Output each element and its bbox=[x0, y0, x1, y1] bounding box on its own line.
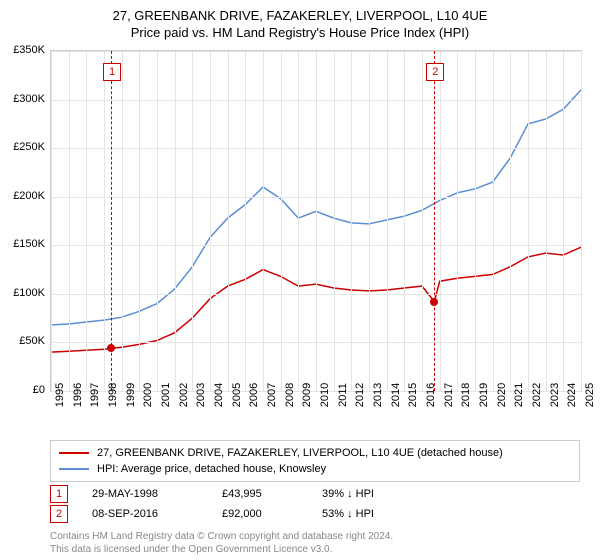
x-axis-tick: 2001 bbox=[160, 383, 172, 407]
x-axis-tick: 1996 bbox=[72, 383, 84, 407]
x-axis-tick: 1997 bbox=[89, 383, 101, 407]
x-axis-tick: 2023 bbox=[549, 383, 561, 407]
x-axis-tick: 2012 bbox=[354, 383, 366, 407]
x-axis-tick: 2018 bbox=[460, 383, 472, 407]
sale-marker-badge: 1 bbox=[103, 63, 121, 81]
x-axis-tick: 2004 bbox=[213, 383, 225, 407]
sale-row: 2 08-SEP-2016£92,00053% ↓ HPI bbox=[50, 504, 580, 524]
sale-point bbox=[107, 344, 115, 352]
sales-table: 1 29-MAY-1998£43,99539% ↓ HPI 2 08-SEP-2016… bbox=[50, 484, 580, 524]
y-axis-tick: £300K bbox=[5, 93, 45, 105]
x-axis-tick: 2010 bbox=[319, 383, 331, 407]
x-axis-tick: 2015 bbox=[407, 383, 419, 407]
sale-pct: 53% ↓ HPI bbox=[322, 508, 442, 520]
sale-row: 1 29-MAY-1998£43,99539% ↓ HPI bbox=[50, 484, 580, 504]
footer-line2: This data is licensed under the Open Gov… bbox=[50, 543, 580, 556]
y-axis-tick: £0 bbox=[5, 384, 45, 396]
x-axis-tick: 2007 bbox=[266, 383, 278, 407]
x-axis-tick: 2022 bbox=[531, 383, 543, 407]
chart-plot-area: 12 bbox=[50, 50, 582, 392]
x-axis-tick: 2011 bbox=[337, 383, 349, 407]
sale-price: £92,000 bbox=[222, 508, 322, 520]
x-axis-tick: 2005 bbox=[231, 383, 243, 407]
y-axis-tick: £50K bbox=[5, 335, 45, 347]
sale-date: 29-MAY-1998 bbox=[92, 488, 222, 500]
title-block: 27, GREENBANK DRIVE, FAZAKERLEY, LIVERPO… bbox=[0, 0, 600, 40]
sale-pct: 39% ↓ HPI bbox=[322, 488, 442, 500]
x-axis-tick: 2008 bbox=[284, 383, 296, 407]
legend-label: 27, GREENBANK DRIVE, FAZAKERLEY, LIVERPO… bbox=[97, 447, 503, 459]
y-axis-tick: £350K bbox=[5, 44, 45, 56]
footer-line1: Contains HM Land Registry data © Crown c… bbox=[50, 530, 580, 543]
x-axis-tick: 2016 bbox=[425, 383, 437, 407]
x-axis-tick: 2003 bbox=[195, 383, 207, 407]
sale-point bbox=[430, 298, 438, 306]
x-axis-tick: 2006 bbox=[248, 383, 260, 407]
x-axis-tick: 2024 bbox=[566, 383, 578, 407]
x-axis-tick: 2020 bbox=[496, 383, 508, 407]
sale-price: £43,995 bbox=[222, 488, 322, 500]
legend-item: HPI: Average price, detached house, Know… bbox=[59, 461, 571, 477]
x-axis-tick: 2019 bbox=[478, 383, 490, 407]
x-axis-tick: 2002 bbox=[178, 383, 190, 407]
title-address: 27, GREENBANK DRIVE, FAZAKERLEY, LIVERPO… bbox=[0, 8, 600, 23]
x-axis-tick: 2025 bbox=[584, 383, 596, 407]
legend-swatch bbox=[59, 468, 89, 470]
legend-item: 27, GREENBANK DRIVE, FAZAKERLEY, LIVERPO… bbox=[59, 445, 571, 461]
x-axis-tick: 2021 bbox=[513, 383, 525, 407]
chart-container: 27, GREENBANK DRIVE, FAZAKERLEY, LIVERPO… bbox=[0, 0, 600, 560]
legend-label: HPI: Average price, detached house, Know… bbox=[97, 463, 326, 475]
sale-marker-badge: 2 bbox=[426, 63, 444, 81]
footer-attribution: Contains HM Land Registry data © Crown c… bbox=[50, 530, 580, 556]
x-axis-tick: 2009 bbox=[301, 383, 313, 407]
y-axis-tick: £150K bbox=[5, 238, 45, 250]
x-axis-tick: 1999 bbox=[125, 383, 137, 407]
title-subtitle: Price paid vs. HM Land Registry's House … bbox=[0, 25, 600, 40]
sale-row-marker: 1 bbox=[50, 485, 68, 503]
sale-marker-line bbox=[111, 51, 112, 391]
legend-swatch bbox=[59, 452, 89, 454]
x-axis-tick: 2000 bbox=[142, 383, 154, 407]
x-axis-tick: 1998 bbox=[107, 383, 119, 407]
y-axis-tick: £100K bbox=[5, 287, 45, 299]
x-axis-tick: 2013 bbox=[372, 383, 384, 407]
x-axis-tick: 2014 bbox=[390, 383, 402, 407]
x-axis-tick: 1995 bbox=[54, 383, 66, 407]
sale-marker-line bbox=[434, 51, 435, 391]
legend-box: 27, GREENBANK DRIVE, FAZAKERLEY, LIVERPO… bbox=[50, 440, 580, 482]
sale-date: 08-SEP-2016 bbox=[92, 508, 222, 520]
sale-row-marker: 2 bbox=[50, 505, 68, 523]
x-axis-tick: 2017 bbox=[443, 383, 455, 407]
y-axis-tick: £200K bbox=[5, 190, 45, 202]
y-axis-tick: £250K bbox=[5, 141, 45, 153]
